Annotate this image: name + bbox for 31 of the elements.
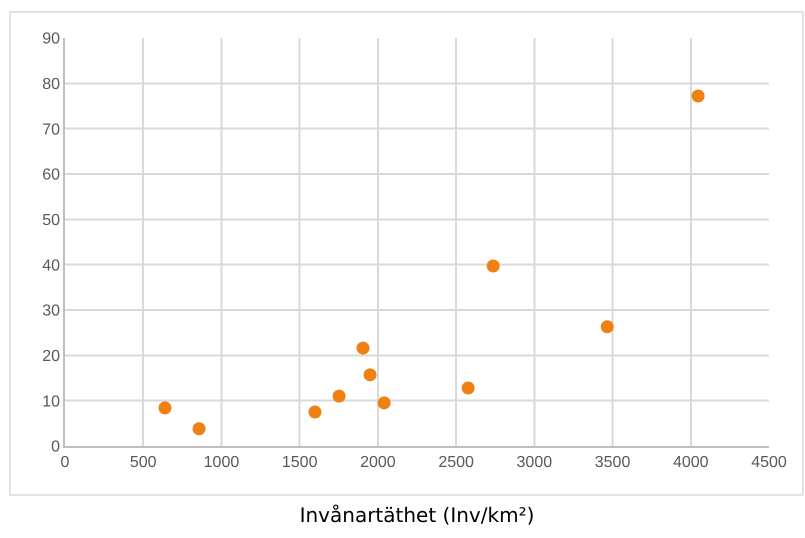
y-tick-label: 40 [42, 257, 60, 274]
x-tick-label: 2000 [360, 454, 396, 471]
point [692, 90, 705, 103]
x-tick-label: 1500 [282, 454, 318, 471]
y-tick-label: 10 [42, 393, 60, 410]
point [486, 260, 500, 273]
y-tick-label: 50 [42, 212, 60, 229]
point [192, 422, 206, 436]
point [462, 381, 475, 394]
x-tick-label: 3500 [594, 454, 630, 471]
x-tick-label: 4000 [672, 454, 709, 471]
y-tick-label: 60 [42, 166, 60, 184]
y-tick-label: 90 [42, 30, 60, 48]
point [600, 320, 614, 334]
x-tick-label: 2500 [438, 454, 474, 471]
point [364, 368, 377, 382]
x-axis-title: Invånartäthet (Inv/km²) [300, 502, 534, 527]
y-tick-label: 70 [42, 121, 60, 138]
point [308, 406, 322, 418]
x-tick-label: 4500 [751, 454, 787, 471]
point [356, 342, 370, 355]
y-tick-label: 80 [42, 76, 60, 93]
x-tick-label: 3000 [516, 454, 552, 471]
x-tick-label: 1000 [204, 454, 240, 471]
y-tick-label: 0 [51, 438, 60, 456]
point [378, 396, 391, 410]
y-tick-label: 20 [42, 348, 60, 365]
point [158, 401, 172, 414]
point [332, 390, 346, 403]
x-tick-label: 500 [130, 454, 157, 471]
y-tick-label: 30 [42, 302, 60, 320]
